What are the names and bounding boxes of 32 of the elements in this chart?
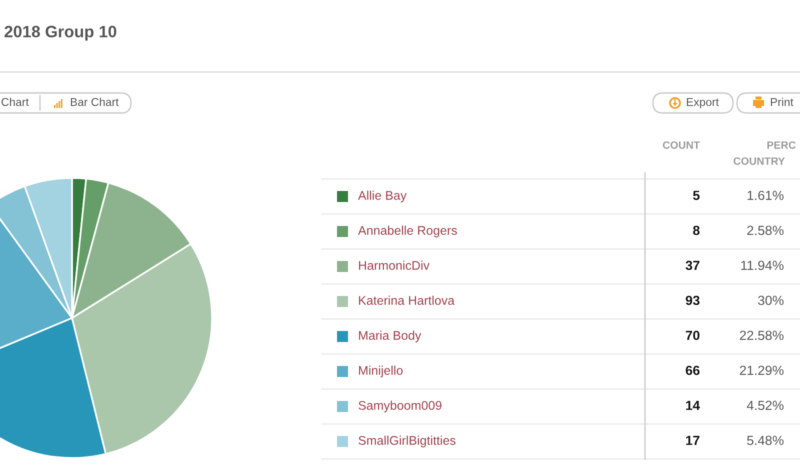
data-label: 5 (693, 190, 700, 200)
legend-label: Maria Body (359, 330, 422, 342)
text: 21.29% (740, 366, 784, 376)
text: 11.94% (741, 260, 784, 270)
text: Bar Chart (70, 98, 119, 106)
data-label: 66 (686, 366, 700, 376)
legend-label: Allie Bay (358, 190, 407, 202)
text: COUNT (662, 141, 700, 149)
text: PERC (767, 141, 796, 149)
text: COUNTRY (734, 157, 785, 165)
data-label: 17 (686, 436, 700, 445)
text: Chart (2, 98, 29, 106)
text: 30% (758, 296, 784, 306)
legend-label: HarmonicDiv (359, 260, 430, 270)
legend-label: Annabelle Rogers (358, 226, 457, 238)
data-label: 37 (686, 260, 700, 270)
chart-title: 2018 Group 10 (4, 26, 116, 41)
text: 2.58% (747, 226, 784, 236)
legend-label: Minijello (359, 366, 403, 378)
legend-label: SmallGirlBigtitties (358, 436, 456, 448)
text: 5.48% (747, 436, 784, 446)
text: Export (686, 98, 719, 108)
text: 4.52% (746, 400, 784, 410)
text: 22.58% (740, 330, 784, 340)
legend-label: Samyboom009 (358, 400, 442, 412)
data-label: 70 (686, 330, 700, 340)
text: Print (770, 98, 794, 106)
legend-label: Katerina Hartlova (359, 296, 455, 305)
data-label: 14 (686, 400, 700, 410)
data-label: 8 (693, 226, 700, 236)
data-label: 93 (686, 296, 700, 306)
text: 1.61% (748, 190, 784, 200)
